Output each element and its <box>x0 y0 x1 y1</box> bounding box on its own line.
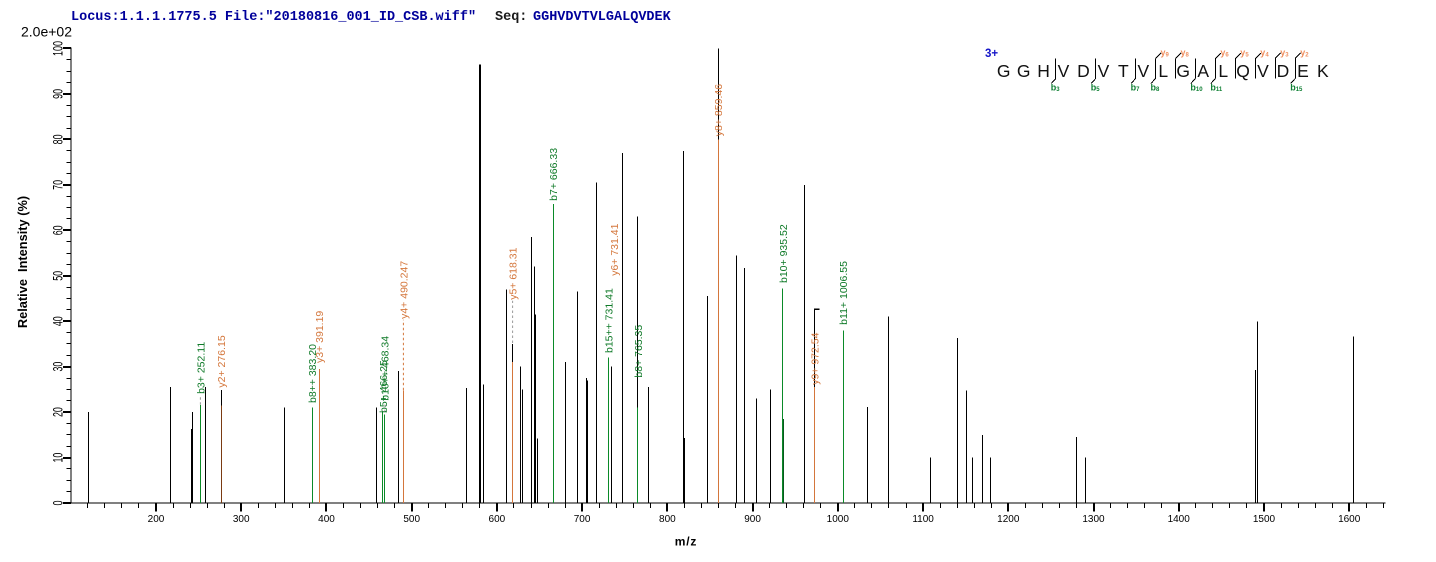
svg-text:b7+ 666.33: b7+ 666.33 <box>548 148 560 201</box>
svg-text:700: 700 <box>574 514 591 525</box>
svg-text:b8++ 383.20: b8++ 383.20 <box>307 344 319 403</box>
svg-text:y8+ 859.46: y8+ 859.46 <box>713 84 725 136</box>
svg-text:V: V <box>1058 61 1070 81</box>
svg-text:y3+ 391.19: y3+ 391.19 <box>314 311 326 363</box>
svg-text:y4: y4 <box>1260 48 1269 59</box>
svg-text:K: K <box>1317 61 1329 81</box>
svg-text:E: E <box>1297 61 1309 81</box>
svg-text:V: V <box>1257 61 1269 81</box>
svg-text:10: 10 <box>50 453 65 463</box>
svg-text:b11+ 1006.55: b11+ 1006.55 <box>838 261 850 325</box>
svg-text:200: 200 <box>148 514 165 525</box>
svg-text:G: G <box>997 61 1011 81</box>
svg-text:b10++ 468.34: b10++ 468.34 <box>380 336 392 401</box>
svg-text:50: 50 <box>50 271 65 281</box>
svg-text:b3: b3 <box>1051 83 1061 94</box>
svg-text:D: D <box>1277 61 1290 81</box>
svg-text:1500: 1500 <box>1253 514 1276 525</box>
svg-text:H: H <box>1037 61 1050 81</box>
svg-text:Relative Intensity (%): Relative Intensity (%) <box>15 196 30 328</box>
svg-text:30: 30 <box>50 362 65 372</box>
svg-text:b10: b10 <box>1190 83 1203 94</box>
svg-text:y4+ 490.247: y4+ 490.247 <box>398 261 410 319</box>
svg-text:3+: 3+ <box>985 48 998 60</box>
svg-text:A: A <box>1197 61 1209 81</box>
svg-text:y5: y5 <box>1240 48 1249 59</box>
svg-text:500: 500 <box>403 514 420 525</box>
svg-text:GGHVDVTVLGALQVDEK: GGHVDVTVLGALQVDEK <box>533 10 672 25</box>
svg-text:b3+ 252.11: b3+ 252.11 <box>195 342 207 394</box>
svg-text:y5+ 618.31: y5+ 618.31 <box>508 247 520 299</box>
svg-text:L: L <box>1218 61 1228 81</box>
svg-text:y9+ 972.54: y9+ 972.54 <box>809 332 821 384</box>
svg-text:1300: 1300 <box>1082 514 1105 525</box>
svg-text:90: 90 <box>50 89 65 99</box>
svg-text:b8: b8 <box>1151 83 1161 94</box>
svg-text:y2+ 276.15: y2+ 276.15 <box>216 335 228 387</box>
svg-text:m/z: m/z <box>675 535 697 549</box>
svg-text:y6: y6 <box>1220 48 1229 59</box>
svg-text:y9: y9 <box>1161 48 1170 59</box>
svg-text:b5: b5 <box>1091 83 1101 94</box>
svg-text:D: D <box>1077 61 1090 81</box>
svg-text:y8: y8 <box>1181 48 1190 59</box>
svg-text:G: G <box>1017 61 1031 81</box>
svg-text:V: V <box>1138 61 1150 81</box>
svg-text:Seq:: Seq: <box>495 10 527 25</box>
svg-text:b10+ 935.52: b10+ 935.52 <box>778 224 790 283</box>
svg-text:1400: 1400 <box>1168 514 1191 525</box>
svg-text:1000: 1000 <box>827 514 850 525</box>
svg-text:80: 80 <box>50 134 65 144</box>
svg-text:2.0e+02: 2.0e+02 <box>21 23 72 39</box>
svg-text:400: 400 <box>318 514 335 525</box>
svg-text:1100: 1100 <box>912 514 934 525</box>
svg-text:20: 20 <box>50 407 65 417</box>
svg-text:b15++ 731.41: b15++ 731.41 <box>604 288 616 353</box>
svg-text:0: 0 <box>50 501 65 506</box>
svg-text:900: 900 <box>744 514 761 525</box>
svg-text:y2: y2 <box>1300 48 1309 59</box>
svg-text:300: 300 <box>233 514 250 525</box>
svg-text:1200: 1200 <box>997 514 1020 525</box>
svg-text:b5+ 466.25: b5+ 466.25 <box>378 360 390 413</box>
svg-text:60: 60 <box>50 225 65 235</box>
svg-text:b8+ 765.35: b8+ 765.35 <box>633 325 645 378</box>
svg-text:y6+ 731.41: y6+ 731.41 <box>609 223 621 275</box>
svg-text:T: T <box>1118 61 1129 81</box>
svg-text:Q: Q <box>1236 61 1250 81</box>
svg-text:1600: 1600 <box>1338 514 1361 525</box>
svg-text:40: 40 <box>50 316 65 326</box>
svg-text:70: 70 <box>50 180 65 190</box>
svg-text:y3: y3 <box>1280 48 1289 59</box>
svg-text:Locus:1.1.1.1775.5 File:"20180: Locus:1.1.1.1775.5 File:"20180816_001_ID… <box>71 10 476 25</box>
svg-text:600: 600 <box>489 514 506 525</box>
svg-text:L: L <box>1158 61 1168 81</box>
svg-text:V: V <box>1098 61 1110 81</box>
svg-text:G: G <box>1176 61 1190 81</box>
svg-text:100: 100 <box>50 41 65 56</box>
svg-text:b15: b15 <box>1290 83 1303 94</box>
svg-text:b11: b11 <box>1210 83 1223 94</box>
svg-text:800: 800 <box>659 514 676 525</box>
svg-text:b7: b7 <box>1131 83 1141 94</box>
